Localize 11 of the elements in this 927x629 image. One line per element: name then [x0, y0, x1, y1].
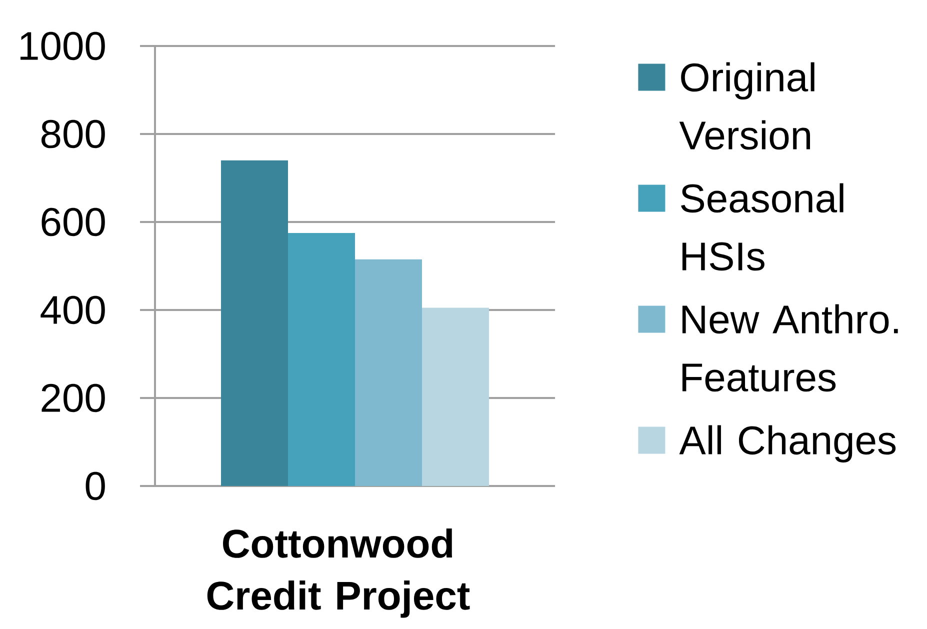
- legend-label: Seasonal HSIs: [681, 183, 844, 271]
- y-tick-label: 0: [86, 472, 105, 500]
- y-tick-label: 400: [40, 296, 105, 324]
- y-tick-label: 1000: [20, 32, 105, 60]
- y-tick-label: 200: [42, 384, 105, 412]
- y-tick-label: 800: [41, 120, 105, 148]
- y-tick-label: 600: [42, 208, 105, 236]
- x-tick-label: Cottonwood Credit Project: [207, 528, 470, 618]
- legend-label: New Anthro. Features: [682, 304, 898, 392]
- legend-label: All Changes: [679, 425, 896, 462]
- legend-label: Original Version: [679, 62, 814, 150]
